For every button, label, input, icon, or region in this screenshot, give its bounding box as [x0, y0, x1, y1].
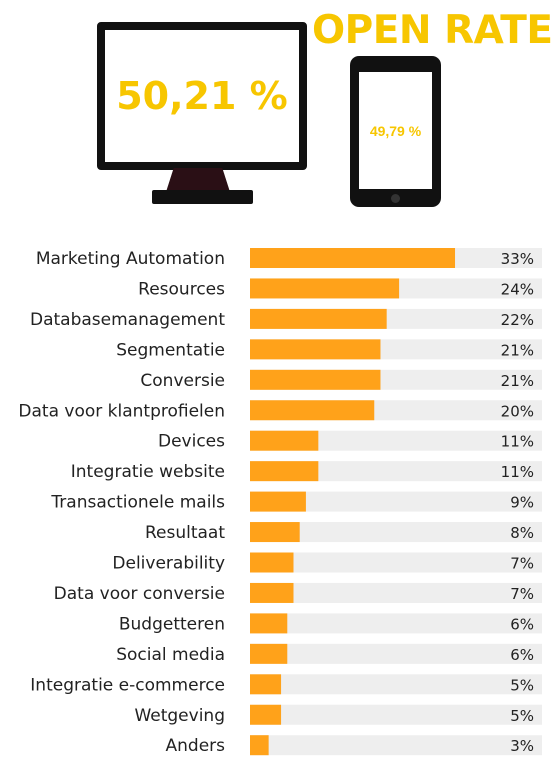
category-label: Data voor conversie: [54, 584, 225, 604]
bar: [250, 613, 288, 634]
category-label: Resultaat: [145, 523, 225, 543]
bar: [250, 461, 319, 482]
bar-track: [250, 430, 542, 451]
category-label: Data voor klantprofielen: [18, 401, 225, 421]
value-label: 33%: [501, 250, 534, 268]
bar: [250, 308, 387, 329]
bar: [250, 522, 300, 543]
bar: [250, 369, 381, 390]
category-label: Budgetteren: [119, 614, 225, 634]
phone-home-button: [391, 194, 400, 203]
bar-track: [250, 613, 542, 634]
value-label: 11%: [501, 433, 534, 451]
value-label: 22%: [501, 311, 534, 329]
value-label: 6%: [510, 646, 534, 664]
category-label: Databasemanagement: [30, 310, 225, 330]
category-label: Devices: [158, 432, 225, 452]
bar: [250, 552, 294, 573]
bar: [250, 674, 282, 695]
desktop-open-rate: 50,21 %: [116, 74, 288, 118]
bar: [250, 278, 400, 299]
bar-track: [250, 704, 542, 725]
bar-track: [250, 735, 542, 756]
bar-track: [250, 552, 542, 573]
bar-track: [250, 522, 542, 543]
mobile-open-rate: 49,79 %: [369, 122, 422, 139]
value-label: 20%: [501, 402, 534, 420]
monitor-base: [152, 190, 253, 204]
value-label: 5%: [510, 707, 534, 725]
bar: [250, 735, 269, 756]
category-label: Deliverability: [112, 554, 225, 574]
value-label: 3%: [510, 737, 534, 755]
category-label: Wetgeving: [134, 706, 225, 726]
mobile-phone-icon: 49,79 %: [350, 56, 441, 207]
bar: [250, 704, 282, 725]
value-label: 7%: [510, 585, 534, 603]
value-label: 21%: [501, 372, 534, 390]
value-label: 11%: [501, 463, 534, 481]
bar-track: [250, 674, 542, 695]
category-label: Segmentatie: [116, 340, 225, 360]
value-label: 7%: [510, 555, 534, 573]
bar: [250, 339, 381, 360]
category-label: Anders: [166, 736, 226, 756]
phone-screen: 49,79 %: [359, 72, 432, 189]
bar: [250, 643, 288, 664]
value-label: 24%: [501, 280, 534, 298]
category-label: Conversie: [140, 371, 225, 391]
monitor-stand: [166, 168, 230, 192]
value-label: 5%: [510, 676, 534, 694]
value-label: 8%: [510, 524, 534, 542]
bar-chart: Marketing Automation 33% Resources 24% Datab…: [18, 248, 542, 756]
category-label: Integratie e-commerce: [30, 675, 225, 695]
category-label: Integratie website: [71, 462, 225, 482]
category-label: Resources: [138, 279, 225, 299]
chart-title: OPEN RATE: [312, 8, 553, 53]
value-label: 21%: [501, 341, 534, 359]
bar-track: [250, 582, 542, 603]
desktop-monitor-icon: 50,21 %: [97, 22, 307, 170]
bar: [250, 248, 456, 268]
bar-track: [250, 491, 542, 512]
bar-track: [250, 643, 542, 664]
value-label: 6%: [510, 615, 534, 633]
value-label: 9%: [510, 494, 534, 512]
bar: [250, 582, 294, 603]
bar-track: [250, 461, 542, 482]
bar: [250, 430, 319, 451]
category-label: Social media: [116, 645, 225, 665]
bar: [250, 491, 306, 512]
category-label: Transactionele mails: [50, 493, 225, 513]
bar: [250, 400, 375, 421]
category-label: Marketing Automation: [36, 249, 225, 269]
